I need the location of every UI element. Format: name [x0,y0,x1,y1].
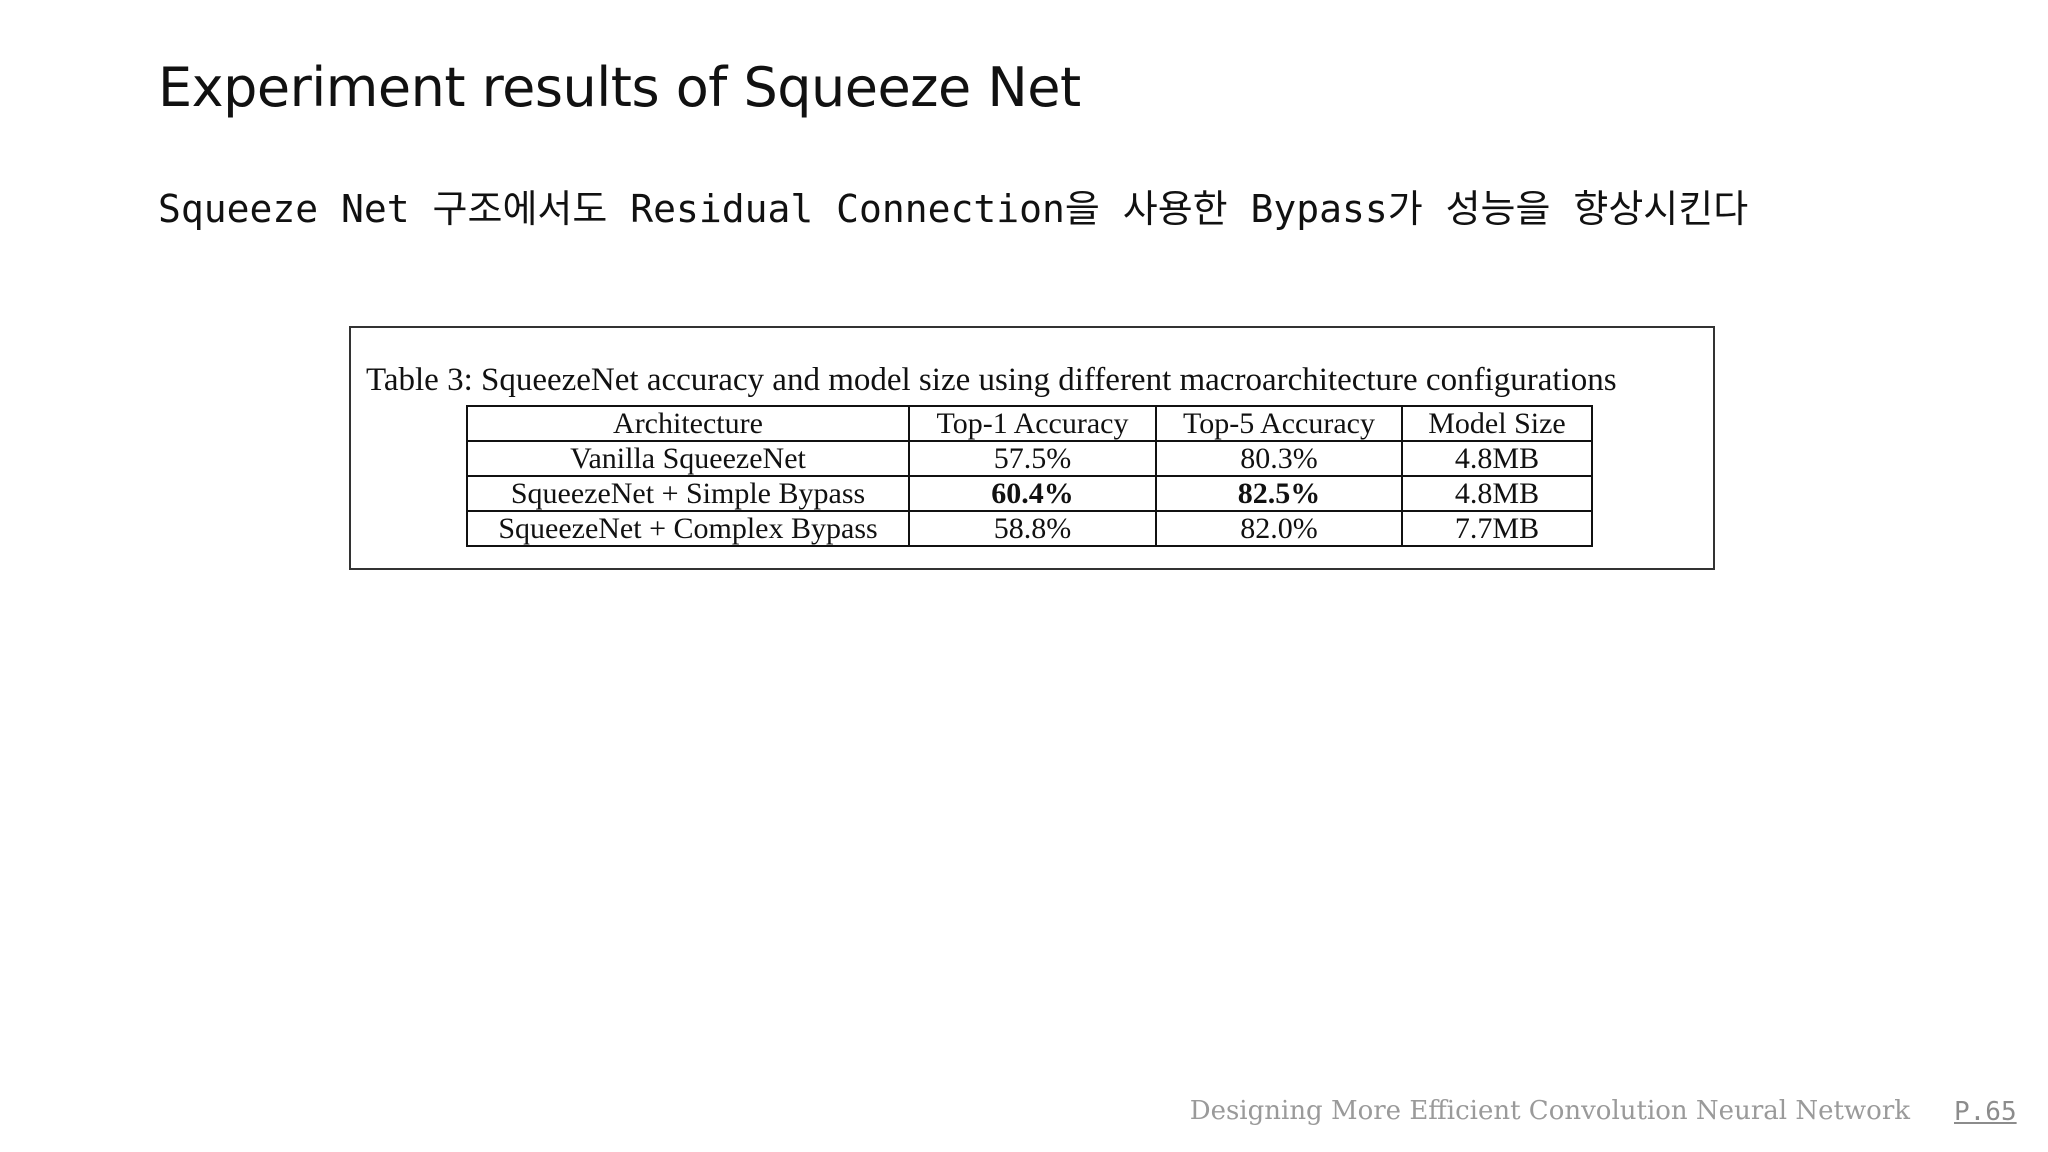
cell-top5: 82.0% [1155,510,1403,547]
footer-title: Designing More Efficient Convolution Neu… [1189,1096,1910,1126]
header-architecture: Architecture [466,405,910,442]
table-row: Vanilla SqueezeNet 57.5% 80.3% 4.8MB [466,440,1593,477]
cell-top1: 58.8% [908,510,1157,547]
cell-architecture: SqueezeNet + Complex Bypass [466,510,910,547]
table-caption: Table 3: SqueezeNet accuracy and model s… [366,362,1617,398]
cell-model-size: 4.8MB [1401,440,1593,477]
table-header-row: Architecture Top-1 Accuracy Top-5 Accura… [466,405,1593,442]
header-model-size: Model Size [1401,405,1593,442]
cell-architecture: Vanilla SqueezeNet [466,440,910,477]
table-row: SqueezeNet + Complex Bypass 58.8% 82.0% … [466,510,1593,547]
table-row: SqueezeNet + Simple Bypass 60.4% 82.5% 4… [466,475,1593,512]
cell-top5: 80.3% [1155,440,1403,477]
cell-model-size: 7.7MB [1401,510,1593,547]
cell-top1: 60.4% [908,475,1157,512]
slide-subtitle: Squeeze Net 구조에서도 Residual Connection을 사… [158,187,1749,231]
header-top1-accuracy: Top-1 Accuracy [908,405,1157,442]
cell-model-size: 4.8MB [1401,475,1593,512]
page-number: P.65 [1954,1097,2017,1127]
cell-architecture: SqueezeNet + Simple Bypass [466,475,910,512]
table-figure: Table 3: SqueezeNet accuracy and model s… [349,326,1715,570]
cell-top5: 82.5% [1155,475,1403,512]
slide-title: Experiment results of Squeeze Net [158,56,1081,119]
cell-top1: 57.5% [908,440,1157,477]
results-table: Architecture Top-1 Accuracy Top-5 Accura… [466,405,1593,547]
header-top5-accuracy: Top-5 Accuracy [1155,405,1403,442]
